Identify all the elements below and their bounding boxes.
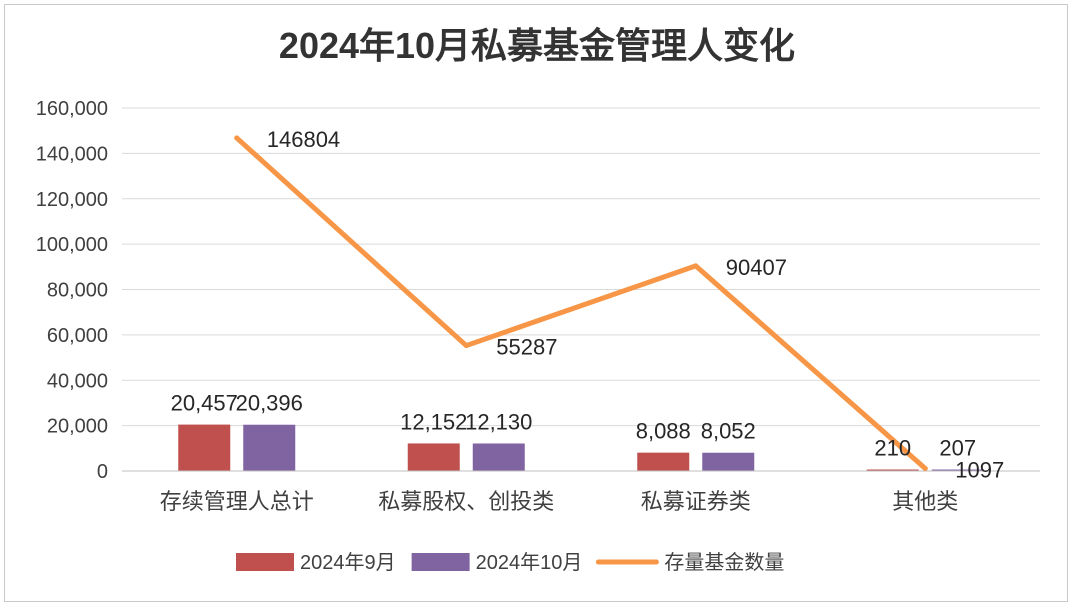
- y-tick-label: 100,000: [36, 234, 108, 256]
- y-tick-label: 80,000: [47, 280, 108, 302]
- bar: [637, 452, 690, 471]
- line-data-label: 55287: [496, 335, 557, 360]
- grid-lines: [122, 107, 1040, 472]
- bar: [866, 469, 919, 471]
- bar-data-label: 210: [874, 436, 911, 461]
- bar-data-label: 8,088: [636, 419, 691, 444]
- bar: [702, 452, 755, 471]
- y-tick-label: 0: [97, 461, 108, 483]
- x-tick-label: 私募股权、创投类: [378, 489, 554, 514]
- bar: [178, 424, 231, 471]
- y-tick-label: 160,000: [36, 98, 108, 120]
- y-tick-label: 60,000: [47, 325, 108, 347]
- chart-frame: [4, 4, 1068, 602]
- y-axis: 0 20,000 40,000 60,000 80,000 100,000 120,000 1…: [36, 98, 108, 483]
- legend-swatch: [411, 553, 470, 571]
- x-tick-label: 其他类: [892, 489, 958, 514]
- bar: [472, 443, 525, 471]
- bar: [407, 443, 460, 471]
- line-point: [693, 263, 699, 269]
- legend-swatch: [236, 553, 294, 571]
- legend: 2024年9月 2024年10月 存量基金数量: [236, 551, 784, 574]
- bar-data-label: 8,052: [701, 419, 756, 444]
- line-series: [234, 135, 928, 472]
- x-axis: 存续管理人总计 私募股权、创投类 私募证券类 其他类: [122, 470, 1040, 514]
- chart-title: 2024年10月私募基金管理人变化: [279, 25, 795, 66]
- x-tick-label: 私募证券类: [641, 489, 751, 514]
- x-tick-label: 存续管理人总计: [160, 489, 314, 514]
- y-tick-label: 120,000: [36, 189, 108, 211]
- line-path: [234, 135, 928, 472]
- bar-data-label: 12,130: [465, 409, 532, 434]
- bar-data-label: 207: [939, 436, 976, 461]
- legend-label: 2024年9月: [300, 551, 396, 574]
- bar-data-label: 20,396: [236, 391, 303, 416]
- line-point: [234, 135, 240, 141]
- legend-label: 存量基金数量: [664, 551, 784, 574]
- line-data-label: 146804: [267, 127, 340, 152]
- y-tick-label: 40,000: [47, 370, 108, 392]
- bar-data-label: 20,457: [171, 391, 238, 416]
- line-data-label: 1097: [955, 458, 1004, 483]
- bar-data-label: 12,152: [400, 409, 467, 434]
- legend-label: 2024年10月: [476, 551, 583, 574]
- line-point: [463, 343, 469, 349]
- bar: [243, 424, 296, 471]
- line-point: [922, 466, 928, 472]
- line-data-label: 90407: [726, 255, 787, 280]
- y-tick-label: 20,000: [47, 416, 108, 438]
- y-tick-label: 140,000: [36, 143, 108, 165]
- bar-series: [178, 424, 984, 471]
- bar: [931, 469, 984, 471]
